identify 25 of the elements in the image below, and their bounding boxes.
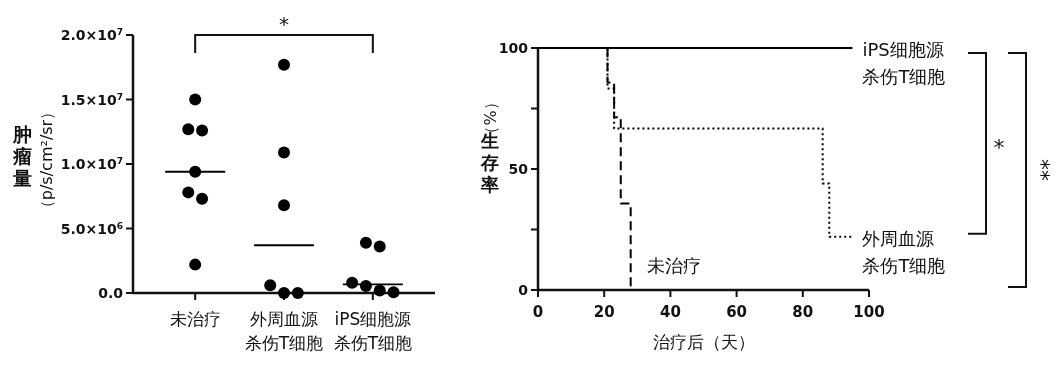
x-axis-title: 治疗后（天）	[652, 332, 755, 352]
x-tick-label: 100	[853, 303, 885, 321]
x-tick-label: 未治疗	[169, 309, 221, 329]
series-label: iPS细胞源杀伤T细胞	[862, 39, 946, 87]
y-tick-label: 50	[508, 161, 529, 177]
y-tick-label: 1.0×10$^{7}$	[60, 156, 123, 172]
x-tick-label: 60	[726, 303, 748, 321]
y-tick-label: 0	[518, 282, 529, 298]
y-tick-label: 2.0×10$^{7}$	[60, 27, 123, 43]
y-tick-label: 100	[498, 40, 529, 56]
series-label: 外周血源杀伤T细胞	[862, 227, 946, 276]
x-tick-label: 40	[659, 303, 681, 321]
x-tick-label: 外周血源杀伤T细胞	[244, 309, 324, 353]
text: *	[993, 135, 1005, 161]
text: **	[1029, 159, 1054, 181]
x-tick-label: 0	[532, 303, 544, 321]
x-tick-label: 20	[593, 303, 615, 321]
y-tick-label: 1.5×10$^{7}$	[60, 91, 123, 108]
x-tick-label: iPS细胞源杀伤T细胞	[333, 309, 413, 353]
text: 生存率（%）	[481, 94, 500, 195]
series-label: 未治疗	[646, 255, 701, 276]
annotation: *	[279, 12, 289, 36]
y-tick-label: 0.0	[98, 285, 124, 301]
y-tick-label: 5.0×10$^{6}$	[60, 220, 123, 237]
x-tick-label: 80	[792, 303, 814, 321]
